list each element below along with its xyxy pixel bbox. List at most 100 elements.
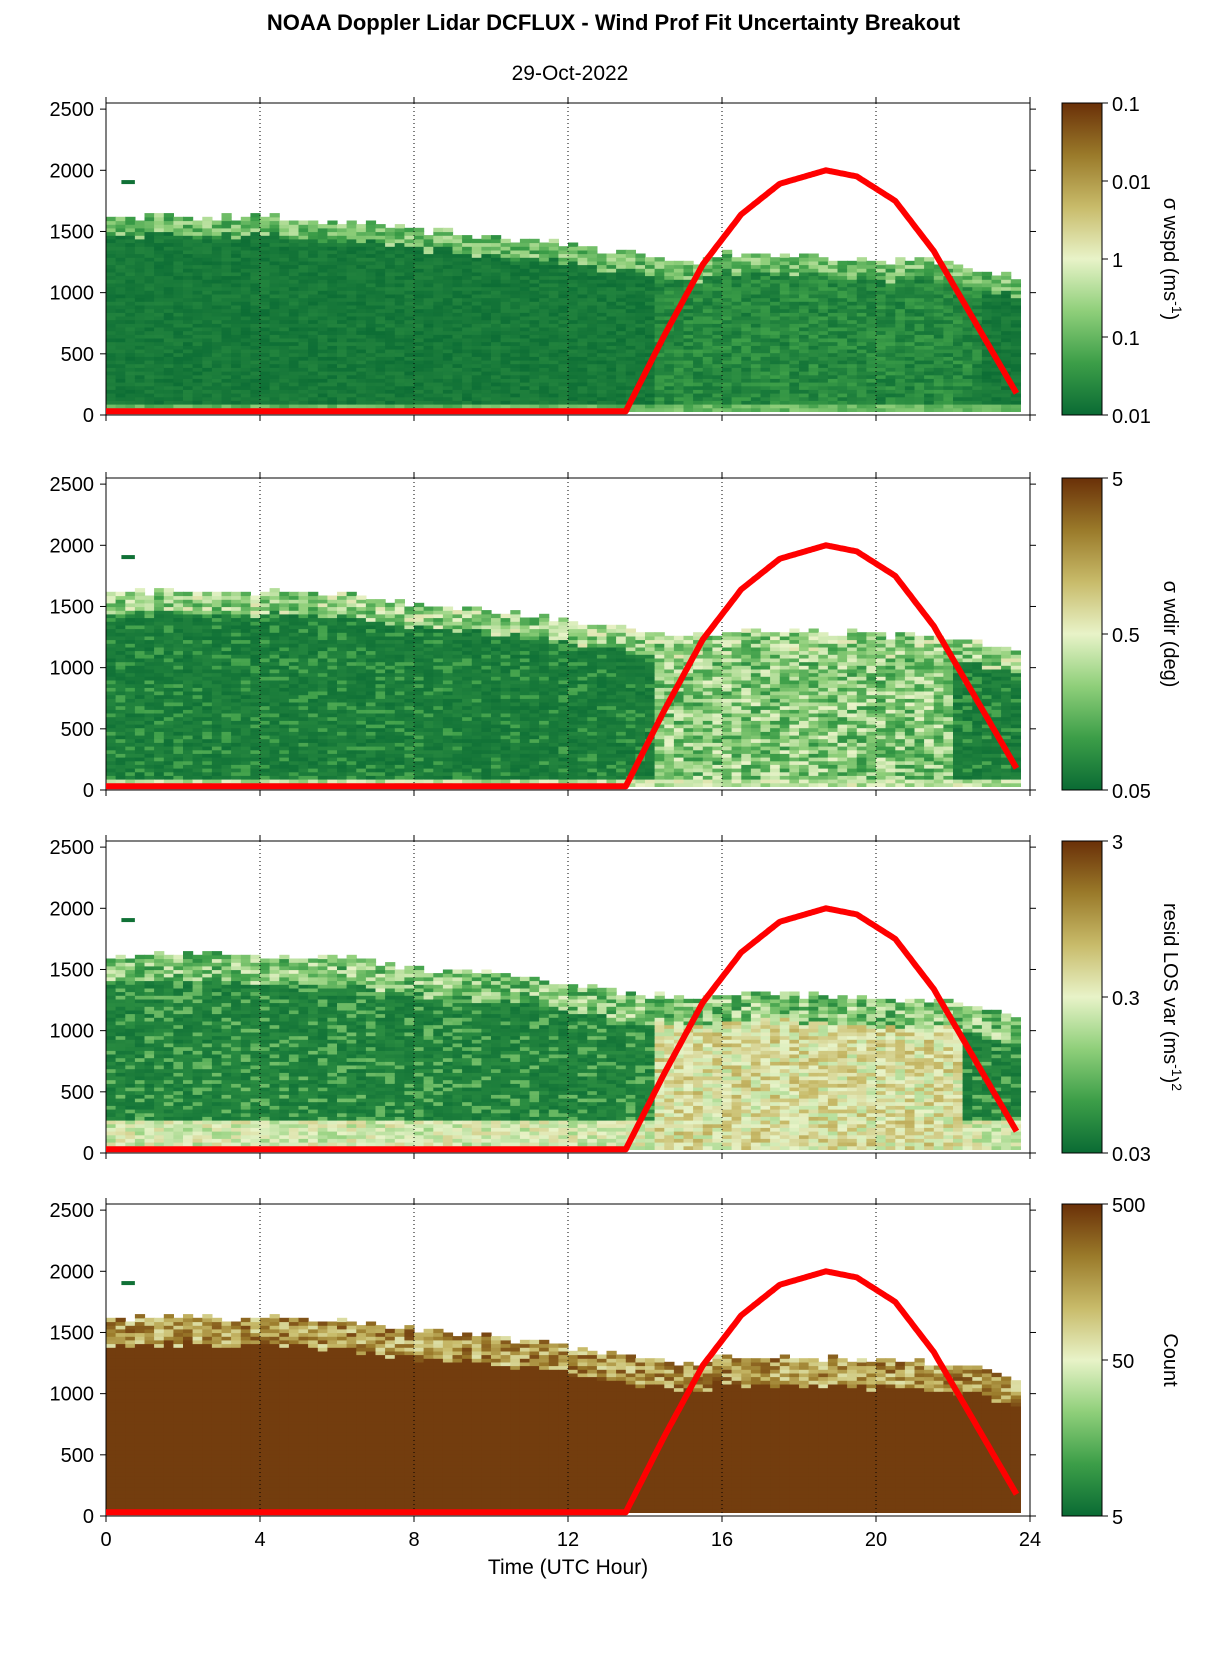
heatmap-cell [337,400,347,404]
heatmap-cell [453,353,463,357]
heatmap-cell [366,404,376,408]
heatmap-cell [385,356,395,360]
heatmap-cell [404,331,414,335]
heatmap-cell [462,320,472,324]
heatmap-cell [270,393,280,397]
heatmap-cell [433,276,443,280]
heatmap-cell [183,356,193,360]
heatmap-cell [472,290,482,294]
heatmap-cell [202,309,212,313]
heatmap-cell [299,294,309,298]
heatmap-cell [462,239,472,243]
heatmap-cell [202,232,212,236]
heatmap-cell [404,243,414,247]
heatmap-cell [395,356,405,360]
heatmap-cell [289,364,299,368]
heatmap-cell [164,283,174,287]
heatmap-cell [424,276,434,280]
heatmap-cell [125,367,135,371]
heatmap-cell [462,393,472,397]
heatmap-cell [289,345,299,349]
heatmap-cell [154,268,164,272]
heatmap-cell [145,382,155,386]
heatmap-cell [337,309,347,313]
heatmap-cell [347,257,357,261]
heatmap-cell [462,301,472,305]
heatmap-cell [299,327,309,331]
heatmap-cell [173,217,183,221]
heatmap-cell [241,246,251,250]
heatmap-cell [289,400,299,404]
heatmap-cell [250,382,260,386]
heatmap-cell [231,338,241,342]
heatmap-cell [270,356,280,360]
heatmap-cell [327,327,337,331]
heatmap-cell [154,283,164,287]
heatmap-cell [347,389,357,393]
heatmap-cell [125,221,135,225]
heatmap-cell [376,283,386,287]
heatmap-cell [270,268,280,272]
heatmap-cell [395,338,405,342]
heatmap-cell [337,327,347,331]
heatmap-cell [250,239,260,243]
heatmap-cell [404,400,414,404]
heatmap-cell [183,353,193,357]
heatmap-cell [347,364,357,368]
heatmap-cell [308,309,318,313]
heatmap-cell [202,283,212,287]
heatmap-cell [433,389,443,393]
heatmap-cell [164,254,174,258]
heatmap-cell [376,246,386,250]
heatmap-cell [202,320,212,324]
heatmap-cell [356,338,366,342]
heatmap-cell [212,353,222,357]
heatmap-cell [222,382,232,386]
heatmap-cell [270,382,280,386]
heatmap-cell [260,400,270,404]
heatmap-cell [260,254,270,258]
heatmap-cell [270,246,280,250]
heatmap-cell [481,389,491,393]
heatmap-cell [318,246,328,250]
heatmap-cell [222,389,232,393]
heatmap-cell [222,400,232,404]
heatmap-cell [462,279,472,283]
heatmap-cell [385,364,395,368]
heatmap-cell [231,301,241,305]
heatmap-cell [193,257,203,261]
heatmap-cell [337,243,347,247]
heatmap-cell [173,371,183,375]
heatmap-cell [433,353,443,357]
heatmap-cell [356,364,366,368]
heatmap-cell [154,239,164,243]
heatmap-cell [125,232,135,236]
heatmap-cell [173,305,183,309]
heatmap-cell [501,393,511,397]
heatmap-cell [433,327,443,331]
heatmap-cell [385,228,395,232]
heatmap-cell [366,228,376,232]
heatmap-cell [135,389,145,393]
heatmap-cell [385,393,395,397]
heatmap-cell [135,364,145,368]
heatmap-cell [376,243,386,247]
heatmap-cell [135,404,145,408]
heatmap-cell [241,327,251,331]
heatmap-cell [462,345,472,349]
heatmap-cell [337,254,347,258]
heatmap-cell [356,257,366,261]
heatmap-cell [443,371,453,375]
heatmap-cell [453,290,463,294]
heatmap-cell [472,257,482,261]
heatmap-cell [481,301,491,305]
heatmap-cell [154,353,164,357]
heatmap-cell [385,404,395,408]
heatmap-cell [250,294,260,298]
heatmap-cell [145,342,155,346]
heatmap-cell [222,265,232,269]
heatmap-cell [260,367,270,371]
heatmap-cell [270,338,280,342]
heatmap-cell [250,221,260,225]
heatmap-cell [395,353,405,357]
